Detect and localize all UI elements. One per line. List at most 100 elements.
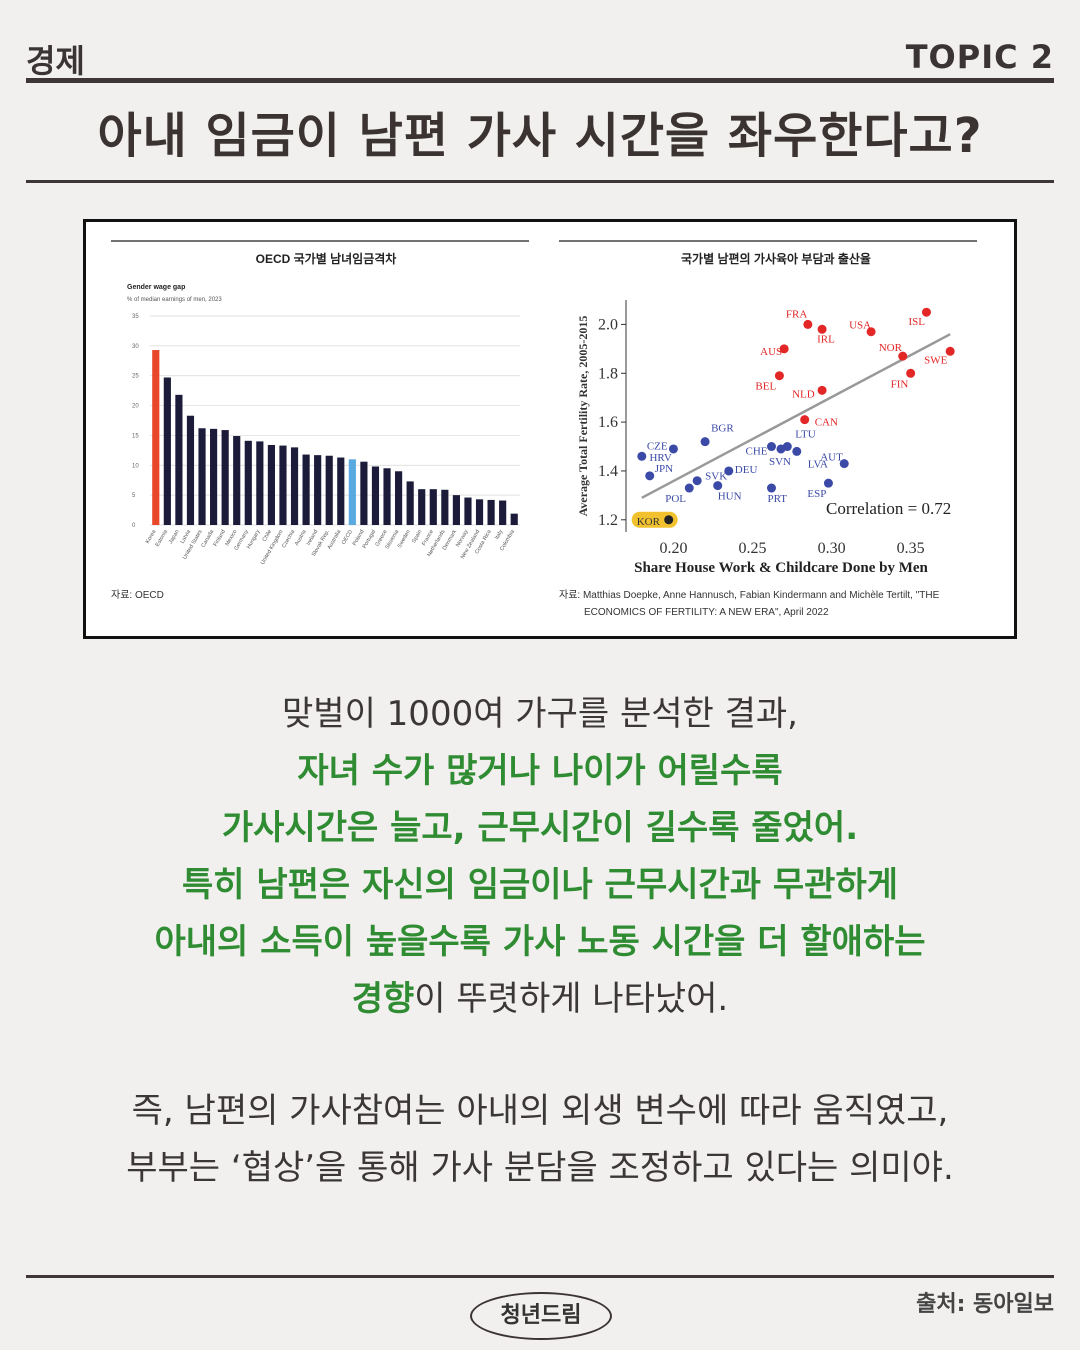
bar (175, 394, 183, 525)
body-highlight: 경향 (351, 979, 415, 1019)
scatter-point-label: BGR (711, 423, 734, 435)
bar (325, 455, 333, 525)
scatter-point-label: FRA (786, 308, 807, 320)
scatter-point-label: ESP (807, 488, 826, 500)
bar (371, 466, 380, 525)
scatter-point-label: HUN (718, 491, 742, 503)
scatter-point-label: KOR (637, 516, 661, 528)
summary-text: 즉, 남편의 가사참여는 아내의 외생 변수에 따라 움직였고, 부부는 ‘협상… (0, 1083, 1080, 1197)
scatter-point-label: LVA (808, 458, 828, 470)
scatter-point-label: JPN (655, 463, 673, 475)
scatter-point-label: FIN (891, 378, 909, 390)
scatter-point-label: LTU (795, 429, 815, 441)
bar-chart-y-tick: 20 (132, 404, 139, 410)
topic-label: TOPIC 2 (905, 38, 1054, 76)
korea-highlight (631, 511, 678, 528)
bar (475, 499, 484, 525)
scatter-point-label: AUS (760, 346, 782, 358)
scatter-point-label: ISL (908, 316, 925, 328)
scatter-point-label: IRL (817, 333, 835, 345)
bar (487, 499, 495, 525)
bar-chart-y-tick: 25 (132, 374, 139, 380)
scatter-x-tick: 0.25 (739, 540, 767, 557)
bar (429, 489, 437, 525)
bar (279, 445, 287, 525)
scatter-point (668, 444, 678, 454)
scatter-chart-source-line-1: 자료: Matthias Doepke, Anne Hannusch, Fabi… (559, 589, 940, 601)
scatter-point-label: NLD (792, 388, 815, 400)
scatter-x-tick: 0.35 (897, 540, 925, 557)
scatter-point (637, 451, 647, 461)
scatter-point (713, 481, 723, 491)
scatter-point-label: PRT (767, 493, 787, 505)
scatter-point-label: USA (849, 320, 871, 332)
bar (383, 468, 391, 525)
category-label: 경제 (26, 42, 85, 80)
figure-panel: OECD 국가별 남녀임금격차 Gender wage gap % of media… (83, 219, 1017, 639)
bar (314, 455, 322, 525)
bar (210, 428, 218, 525)
bar-chart-subtitle: Gender wage gap (127, 284, 185, 291)
scatter-point-label: NOR (879, 342, 903, 354)
scatter-y-tick: 1.4 (598, 463, 618, 480)
scatter-point (782, 442, 792, 452)
body-line-4: 특히 남편은 자신의 임금이나 근무시간과 무관하게 (181, 865, 899, 905)
bar-chart-source: 자료: OECD (111, 589, 164, 601)
correlation-annotation: Correlation = 0.72 (826, 499, 951, 518)
scatter-point (692, 476, 702, 486)
bar (441, 489, 449, 525)
bar (360, 461, 368, 525)
bar-chart-y-tick: 35 (132, 314, 139, 320)
bar-chart-x-tick: Italy (494, 529, 504, 541)
body-text: 맞벌이 1000여 가구를 분석한 결과, 자녀 수가 많거나 나이가 어릴수록… (0, 686, 1080, 1028)
scatter-chart-title: 국가별 남편의 가사육아 부담과 출산율 (681, 251, 871, 266)
body-line-6: 경향이 뚜렷하게 나타났어. (0, 971, 1080, 1028)
scatter-point (684, 483, 694, 493)
bar (267, 444, 275, 525)
bar (499, 500, 507, 525)
bar (452, 495, 460, 525)
scatter-point-label: POL (665, 493, 686, 505)
scatter-point-label: DEU (735, 464, 758, 476)
scatter-point (792, 446, 802, 456)
bar (221, 430, 229, 525)
top-rule (26, 78, 1054, 83)
bar-chart-x-tick: Chile (262, 529, 273, 543)
bar-chart-title: OECD 국가별 남녀임금격차 (256, 251, 397, 266)
scatter-point (945, 346, 955, 356)
bar-chart-subtitle-2: % of median earnings of men, 2023 (127, 297, 222, 303)
bar (186, 415, 195, 525)
body-line-5: 아내의 소득이 높을수록 가사 노동 시간을 더 할애하는 (154, 922, 926, 962)
scatter-point-label: AUT (820, 452, 843, 464)
scatter-y-tick: 2.0 (598, 316, 618, 333)
scatter-point-label: CAN (815, 417, 838, 429)
scatter-point-label: SWE (924, 354, 948, 366)
scatter-y-tick: 1.8 (598, 365, 618, 382)
scatter-x-tick: 0.30 (818, 540, 846, 557)
scatter-point (645, 471, 655, 481)
bar-chart-y-tick: 0 (132, 523, 136, 529)
brand-badge: 청년드림 (470, 1292, 612, 1340)
bar (418, 489, 426, 525)
scatter-x-label: Share House Work & Childcare Done by Men (634, 560, 928, 576)
bar (302, 454, 310, 525)
bar (348, 459, 356, 525)
bar (464, 497, 472, 525)
trend-line (641, 333, 951, 499)
bar (198, 428, 206, 525)
scatter-point (817, 324, 827, 334)
bar (233, 436, 241, 525)
scatter-chart-source-line-2: ECONOMICS OF FERTILITY: A NEW ERA", Apri… (584, 607, 829, 618)
scatter-point (664, 515, 674, 525)
scatter-point (866, 327, 876, 337)
bar-chart-y-tick: 5 (132, 493, 136, 499)
scatter-point-label: CZE (647, 440, 668, 452)
scatter-point (898, 351, 908, 361)
page-title: 아내 임금이 남편 가사 시간을 좌우한다고? (97, 108, 983, 164)
bar (163, 377, 171, 525)
scatter-point (800, 415, 810, 425)
title-rule (26, 180, 1054, 183)
scatter-point-label: SVK (705, 471, 727, 483)
bar (256, 441, 264, 525)
body-line-6-rest: 이 뚜렷하게 나타났어. (414, 979, 729, 1019)
